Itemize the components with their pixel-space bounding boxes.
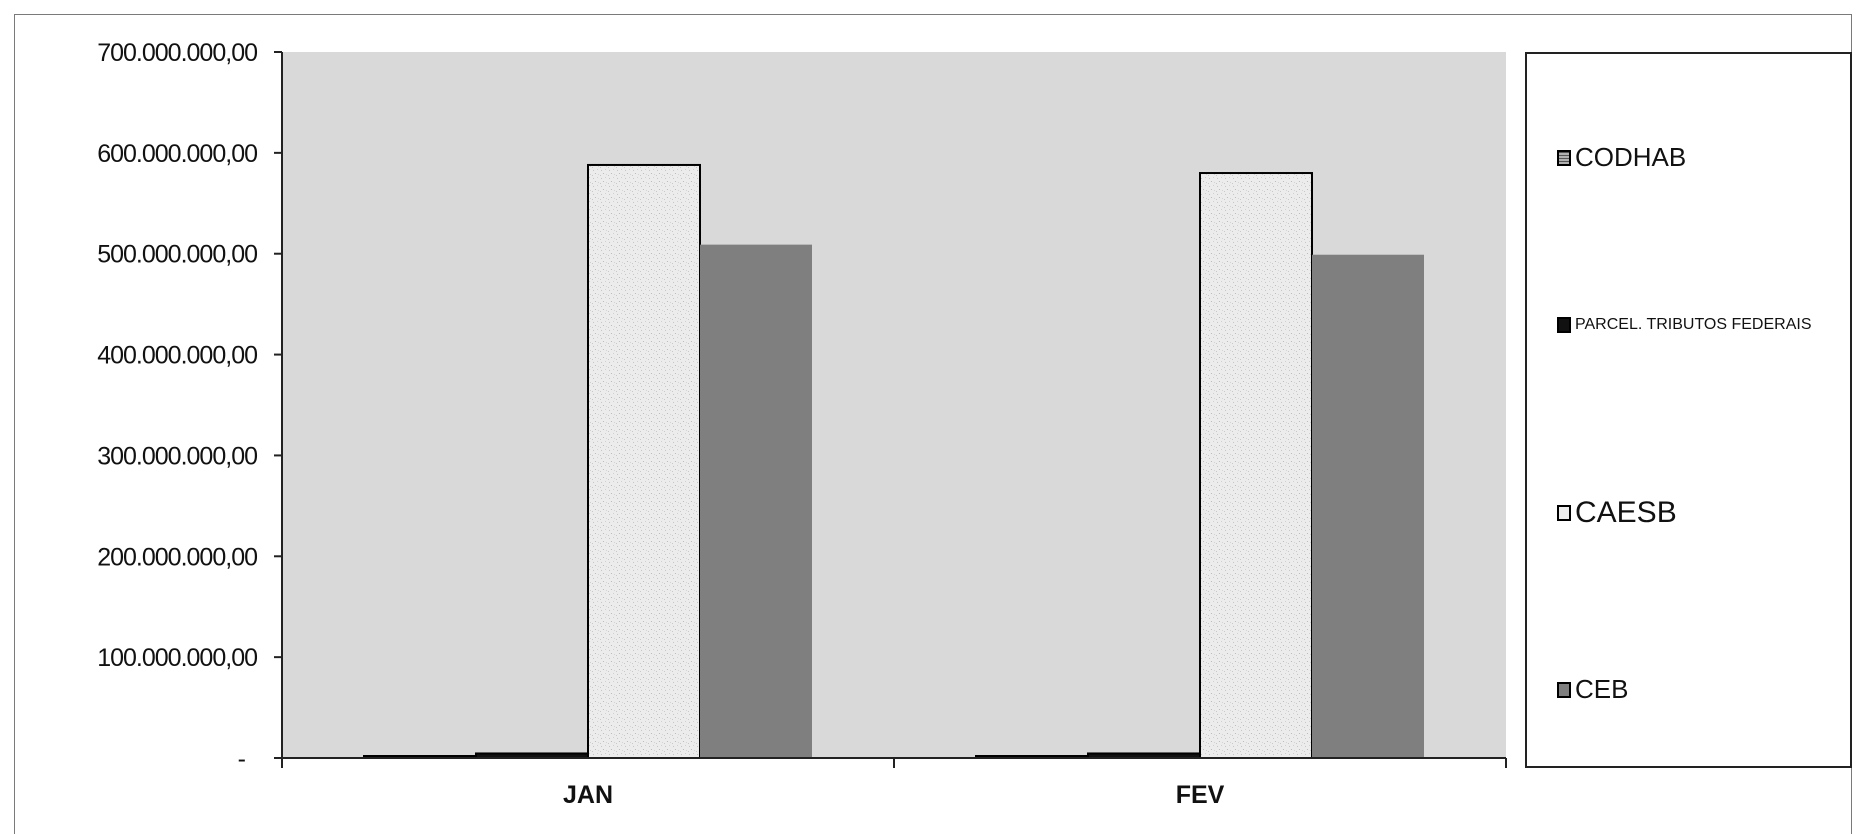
legend-item-codhab: CODHAB: [1557, 142, 1686, 173]
y-tick-label: 500.000.000,00: [97, 241, 257, 269]
legend-label: CODHAB: [1575, 142, 1687, 172]
bar-caesb-jan: [587, 163, 701, 759]
x-category-label: JAN: [563, 781, 613, 809]
y-tick-label: 200.000.000,00: [97, 543, 257, 571]
bar-caesb-fev: [1199, 172, 1313, 759]
legend-item-parcel-tributos-federais: PARCEL. TRIBUTOS FEDERAIS: [1557, 316, 1812, 334]
y-tick-label: 400.000.000,00: [97, 342, 257, 370]
x-category-label: FEV: [1176, 781, 1225, 809]
legend-swatch: [1557, 317, 1571, 333]
y-tick-label: 100.000.000,00: [97, 644, 257, 672]
y-tick-label: -: [238, 745, 246, 773]
y-tick-label: 700.000.000,00: [97, 39, 257, 67]
legend-swatch: [1557, 681, 1571, 698]
legend: CODHAB PARCEL. TRIBUTOS FEDERAIS CAESB CEB: [1525, 52, 1852, 768]
y-tick-label: 300.000.000,00: [97, 442, 257, 470]
legend-label: CAESB: [1575, 496, 1677, 529]
legend-swatch: [1557, 505, 1571, 521]
bar-ceb-fev: [1312, 254, 1424, 759]
legend-label: CEB: [1575, 674, 1629, 704]
bar-ceb-jan: [700, 244, 812, 758]
y-tick-label: 600.000.000,00: [97, 140, 257, 168]
legend-item-ceb: CEB: [1557, 674, 1628, 705]
legend-item-caesb: CAESB: [1557, 496, 1677, 530]
legend-swatch: [1557, 149, 1571, 166]
legend-label: PARCEL. TRIBUTOS FEDERAIS: [1575, 316, 1812, 333]
